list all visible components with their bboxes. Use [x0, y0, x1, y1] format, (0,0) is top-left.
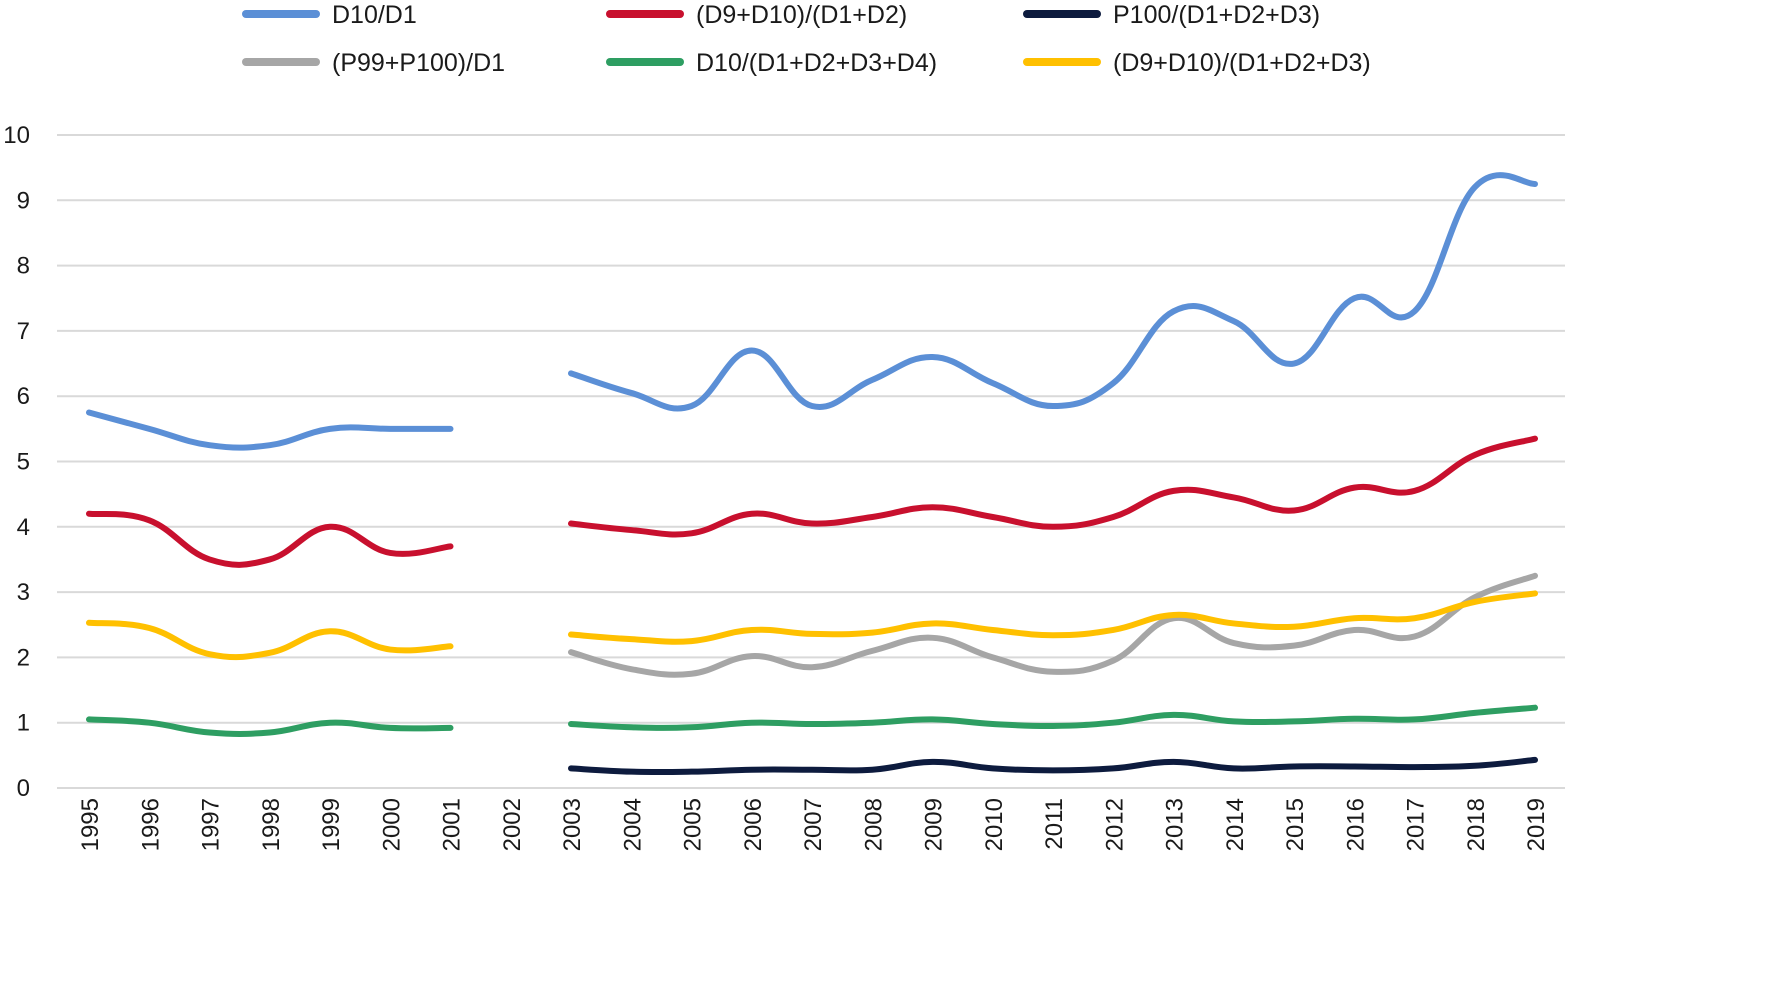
y-tick-label: 5: [17, 449, 30, 476]
x-tick-label: 1996: [137, 798, 164, 851]
series-line-d10-d1-segment-1: [86, 409, 454, 451]
y-tick-label: 2: [17, 644, 30, 671]
x-tick-label: 2010: [981, 798, 1008, 851]
legend: D10/D1 (D9+D10)/(D1+D2) P100/(D1+D2+D3) (P9…: [242, 1, 1371, 77]
x-tick-label: 2003: [559, 798, 586, 851]
legend-label: (P99+P100)/D1: [332, 49, 505, 77]
series-line-p99-p100-d1-segment-1: [568, 572, 1538, 678]
legend-label: D10/(D1+D2+D3+D4): [696, 49, 937, 77]
x-axis-ticks: 1995 1996 1997 1998 1999 2000 2001 2002 2003 2004…: [77, 798, 1550, 851]
y-tick-label: 1: [17, 710, 30, 737]
legend-label: P100/(D1+D2+D3): [1113, 1, 1320, 29]
x-tick-label: 1995: [77, 798, 104, 851]
y-tick-label: 4: [17, 514, 30, 541]
x-tick-label: 1999: [318, 798, 345, 851]
x-tick-label: 1997: [198, 798, 225, 851]
legend-item-p99-p100-d1: (P99+P100)/D1: [242, 49, 505, 77]
x-tick-label: 2016: [1342, 798, 1369, 851]
y-tick-label: 7: [17, 318, 30, 345]
series-lines: [86, 172, 1538, 776]
y-tick-label: 0: [17, 775, 30, 802]
x-tick-label: 2000: [378, 798, 405, 851]
x-tick-label: 1998: [258, 798, 285, 851]
x-tick-label: 2019: [1523, 798, 1550, 851]
series-line-d10-d1-d2-d3-d4-segment-1: [86, 716, 454, 737]
y-tick-label: 10: [3, 122, 30, 149]
x-tick-label: 2014: [1222, 798, 1249, 851]
series-line-d9-d10-d1-d2-segment-1: [86, 510, 454, 568]
x-tick-label: 2009: [921, 798, 948, 851]
x-tick-label: 2008: [860, 798, 887, 851]
y-axis: 0 1 2 3 4 5 6 7 8 9 10: [3, 122, 30, 802]
x-tick-label: 2018: [1463, 798, 1490, 851]
legend-item-d10-d1-d2-d3-d4: D10/(D1+D2+D3+D4): [606, 49, 937, 77]
x-tick-label: 2004: [619, 798, 646, 851]
series-line-p100-d1-d2-d3-segment-1: [568, 756, 1538, 776]
legend-label: D10/D1: [332, 1, 417, 29]
legend-item-p100-d1-d2-d3: P100/(D1+D2+D3): [1023, 1, 1320, 29]
x-tick-label: 2013: [1162, 798, 1189, 851]
x-tick-label: 2007: [800, 798, 827, 851]
series-line-d10-d1-segment-2: [568, 172, 1538, 412]
series-line-d10-d1-d2-d3-d4-segment-2: [568, 704, 1538, 731]
x-tick-label: 2001: [439, 798, 466, 851]
y-tick-label: 3: [17, 579, 30, 606]
legend-item-d10-d1: D10/D1: [242, 1, 417, 29]
legend-label: (D9+D10)/(D1+D2+D3): [1113, 49, 1371, 77]
series-line-d9-d10-d1-d2-d3-segment-1: [86, 619, 454, 661]
y-tick-label: 8: [17, 253, 30, 280]
x-tick-label: 2002: [499, 798, 526, 851]
x-tick-label: 2006: [740, 798, 767, 851]
series-line-d9-d10-d1-d2-segment-2: [568, 435, 1538, 538]
y-tick-label: 6: [17, 383, 30, 410]
series-line-d9-d10-d1-d2-d3-segment-2: [568, 590, 1538, 645]
grid-lines: [57, 134, 1565, 724]
x-tick-label: 2011: [1041, 798, 1068, 850]
x-tick-label: 2017: [1403, 798, 1430, 851]
x-tick-label: 2012: [1101, 798, 1128, 851]
x-tick-label: 2005: [680, 798, 707, 851]
legend-item-d9-d10-d1-d2: (D9+D10)/(D1+D2): [606, 1, 907, 29]
y-tick-label: 9: [17, 187, 30, 214]
x-tick-label: 2015: [1282, 798, 1309, 851]
legend-item-d9-d10-d1-d2-d3: (D9+D10)/(D1+D2+D3): [1023, 49, 1371, 77]
legend-label: (D9+D10)/(D1+D2): [696, 1, 907, 29]
